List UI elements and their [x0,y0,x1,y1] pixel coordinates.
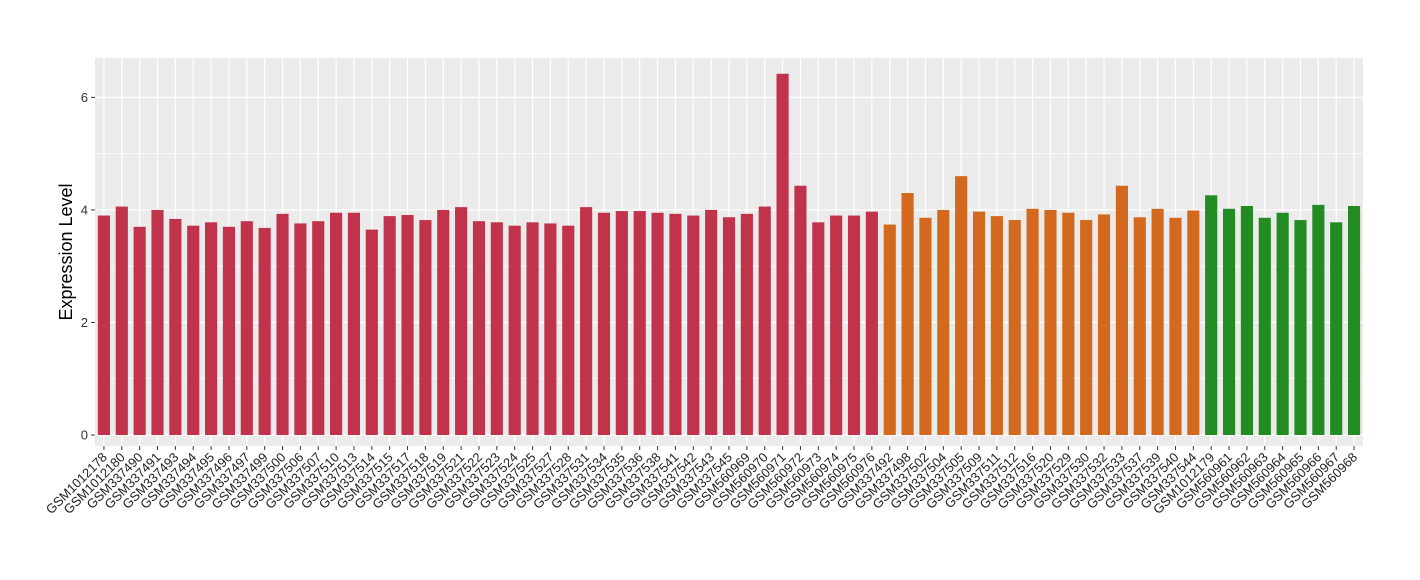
bar-GSM560961 [1222,208,1236,435]
bar-GSM337537 [1133,217,1146,435]
bar-GSM337499 [258,227,271,435]
bar-GSM337527 [544,223,557,435]
bar-GSM337515 [383,216,396,435]
x-axis: GSM1012178GSM1012180GSM337490GSM337491GS… [43,446,1360,517]
bar-GSM337516 [1026,208,1039,435]
bar-GSM337524 [508,225,521,435]
bar-GSM1012180 [115,206,128,435]
bar-GSM337509 [972,211,986,435]
bar-GSM337518 [419,220,432,435]
bar-GSM337539 [1151,208,1164,435]
bar-GSM337544 [1187,210,1200,435]
bar-GSM337536 [633,211,646,435]
bar-GSM337517 [401,214,414,435]
bar-GSM337513 [347,212,361,435]
bar-GSM560971 [776,73,789,436]
bar-GSM337511 [990,216,1003,435]
bar-GSM560967 [1330,222,1343,435]
bar-GSM560966 [1312,204,1325,435]
bar-GSM337540 [1169,217,1182,435]
bar-GSM560969 [740,213,753,435]
bar-GSM337535 [615,211,628,435]
bar-GSM337504 [937,209,950,435]
bar-GSM560973 [812,222,825,435]
bar-GSM337505 [955,176,968,435]
bar-GSM337506 [294,223,307,435]
bar-GSM337541 [669,213,682,435]
bar-GSM337534 [597,212,611,435]
bar-GSM560962 [1240,205,1253,435]
bar-GSM337495 [205,222,218,435]
bar-GSM337531 [580,207,593,435]
y-tick-label: 0 [81,428,88,443]
bar-GSM337497 [240,221,253,435]
bar-GSM337519 [437,209,450,435]
bar-GSM337523 [490,222,503,435]
bar-GSM337490 [133,226,146,435]
bar-GSM337545 [722,217,736,435]
bar-GSM337502 [919,217,932,435]
bar-GSM337491 [151,209,164,435]
y-axis: 0 2 4 6 [81,90,95,443]
bar-GSM1012179 [1205,195,1218,435]
bar-GSM337532 [1097,214,1111,435]
bar-GSM560964 [1276,212,1289,435]
bar-GSM337533 [1115,185,1128,435]
bar-GSM337493 [169,218,182,435]
bar-GSM337512 [1008,220,1021,435]
bar-GSM337543 [705,209,718,435]
bar-GSM560974 [830,215,843,435]
bar-GSM337498 [901,193,914,435]
bar-GSM560963 [1258,217,1271,435]
bar-GSM337521 [455,207,468,435]
bars [97,73,1361,436]
y-tick-label: 6 [81,90,88,105]
bar-GSM560976 [865,211,878,435]
bar-GSM337507 [312,221,325,435]
bar-GSM337542 [687,215,700,435]
bar-GSM337522 [472,221,486,435]
bar-GSM337496 [222,226,236,435]
bar-GSM337520 [1044,209,1057,435]
bar-GSM337494 [187,225,200,435]
bar-GSM337528 [562,225,575,435]
bar-GSM337510 [330,212,343,435]
y-axis-title: Expression Level [56,183,76,320]
bar-GSM560965 [1294,220,1307,435]
bar-GSM560975 [847,215,861,435]
y-tick-label: 2 [81,315,88,330]
bar-GSM1012178 [97,215,111,435]
bar-GSM337529 [1062,212,1075,435]
bar-GSM560970 [758,206,771,435]
bar-GSM560968 [1347,205,1361,435]
y-tick-label: 4 [81,202,88,217]
bar-GSM337530 [1080,220,1093,435]
bar-GSM337500 [276,213,289,435]
bar-GSM560972 [794,185,807,435]
bar-GSM337538 [651,212,664,435]
bar-GSM337514 [365,229,378,435]
bar-GSM337525 [526,222,539,435]
bar-GSM337492 [883,224,896,435]
